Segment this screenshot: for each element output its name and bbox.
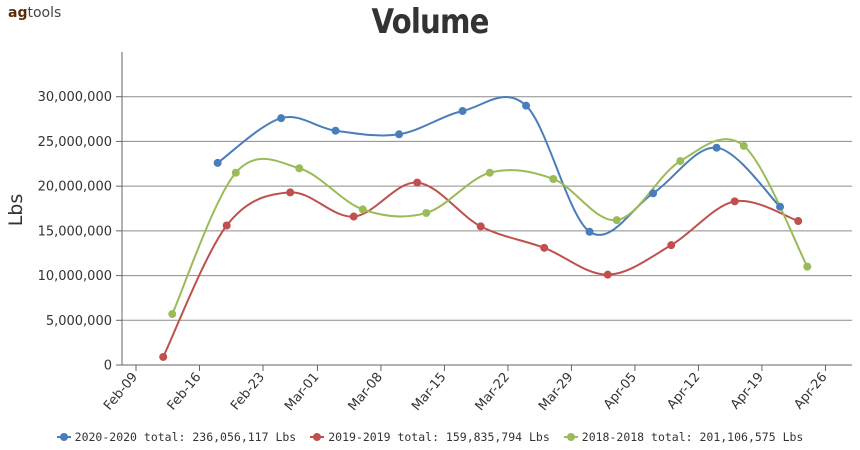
- series-1-point[interactable]: [413, 178, 422, 187]
- y-tick-label: 5,000,000: [46, 314, 112, 329]
- legend-label: 2018-2018 total: 201,106,575 Lbs: [581, 430, 804, 444]
- legend-label: 2020-2020 total: 236,056,117 Lbs: [74, 430, 297, 444]
- series-1-point[interactable]: [286, 188, 295, 197]
- legend-label: 2019-2019 total: 159,835,794 Lbs: [328, 430, 550, 444]
- series-1-point[interactable]: [222, 221, 231, 230]
- series-2-point[interactable]: [485, 168, 494, 177]
- series-0-point[interactable]: [395, 130, 404, 139]
- x-tick-label: Mar-15: [409, 370, 449, 414]
- x-tick-label: Mar-29: [536, 370, 576, 414]
- logo-ag-text: ag: [8, 5, 28, 21]
- series-1-point[interactable]: [667, 241, 676, 250]
- series-2-point[interactable]: [612, 216, 621, 225]
- series-2-point[interactable]: [739, 141, 748, 150]
- legend-item-0[interactable]: 2020-2020 total: 236,056,117 Lbs: [56, 430, 297, 444]
- series-2-point[interactable]: [295, 164, 304, 173]
- series-1-point[interactable]: [730, 197, 739, 206]
- series-2-point[interactable]: [422, 208, 431, 217]
- series-0-point[interactable]: [522, 101, 531, 110]
- series-1-point[interactable]: [540, 243, 549, 252]
- grid-layer: [122, 96, 852, 321]
- y-tick-label: 25,000,000: [38, 135, 112, 150]
- series-1-point[interactable]: [349, 212, 358, 221]
- series-line-2: [171, 138, 809, 315]
- series-0-point[interactable]: [277, 114, 286, 123]
- x-tick-label: Apr-05: [601, 370, 640, 413]
- x-tick-label: Feb-23: [228, 370, 268, 414]
- series-line-0: [217, 96, 781, 236]
- series-0-point[interactable]: [776, 202, 785, 211]
- series-1-point[interactable]: [603, 270, 612, 279]
- chart-legend: 2020-2020 total: 236,056,117 Lbs 2019-201…: [0, 430, 860, 444]
- series-line-1: [162, 181, 799, 358]
- series-0-point[interactable]: [331, 126, 340, 135]
- logo-tools-text: tools: [27, 5, 62, 21]
- x-tick-label: Feb-16: [165, 370, 205, 414]
- x-tick-label: Apr-26: [791, 370, 830, 413]
- series-1-point[interactable]: [159, 352, 168, 361]
- series-0-point[interactable]: [213, 158, 222, 167]
- axis-layer: 0 5,000,000 10,000,000 15,000,000 20,000,000…: [38, 52, 852, 414]
- series-0-point[interactable]: [585, 227, 594, 236]
- series-2-point[interactable]: [231, 168, 240, 177]
- x-tick-label: Mar-01: [282, 370, 322, 414]
- x-tick-label: Feb-09: [101, 370, 141, 414]
- series-1-point[interactable]: [476, 222, 485, 231]
- series-layer: [159, 96, 812, 361]
- series-0-point[interactable]: [712, 143, 721, 152]
- series-0-point[interactable]: [458, 107, 467, 116]
- y-tick-label: 10,000,000: [38, 269, 112, 284]
- series-2-point[interactable]: [676, 157, 685, 166]
- legend-marker-icon: [563, 432, 578, 442]
- legend-marker-icon: [310, 432, 325, 442]
- x-tick-label: Apr-19: [728, 370, 767, 413]
- series-1-point[interactable]: [794, 217, 803, 226]
- series-2-point[interactable]: [549, 174, 558, 183]
- y-tick-label: 20,000,000: [38, 180, 112, 195]
- series-2-point[interactable]: [358, 205, 367, 214]
- x-tick-label: Apr-12: [664, 370, 703, 413]
- agtools-logo[interactable]: agtools: [8, 5, 61, 21]
- y-tick-label: 15,000,000: [38, 224, 112, 239]
- series-2-point[interactable]: [803, 262, 812, 271]
- x-tick-label: Mar-08: [346, 370, 386, 414]
- legend-item-1[interactable]: 2019-2019 total: 159,835,794 Lbs: [310, 430, 550, 444]
- series-0-point[interactable]: [649, 189, 658, 198]
- chart-title: Volume: [371, 2, 489, 42]
- legend-marker-icon: [56, 432, 71, 442]
- y-tick-label: 30,000,000: [38, 90, 112, 105]
- legend-item-2[interactable]: 2018-2018 total: 201,106,575 Lbs: [563, 430, 804, 444]
- y-axis-label: Lbs: [5, 194, 27, 227]
- x-tick-label: Mar-22: [473, 370, 513, 414]
- y-tick-label: 0: [104, 359, 112, 374]
- series-2-point[interactable]: [168, 310, 177, 319]
